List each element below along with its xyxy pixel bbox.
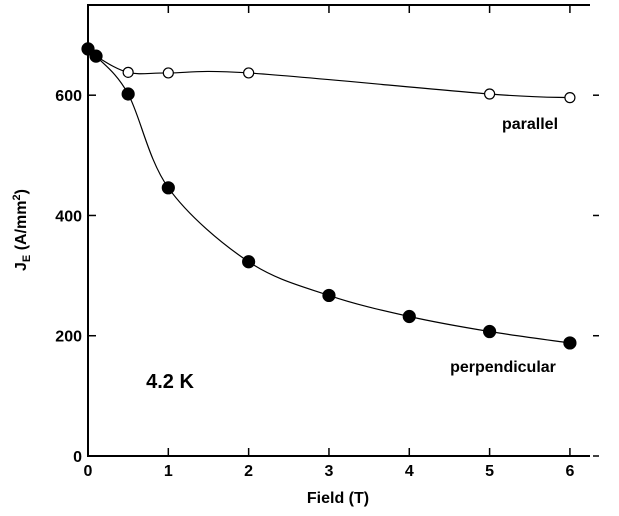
data-point: [122, 66, 134, 78]
data-point: [89, 49, 103, 63]
y-tick-label: 0: [73, 449, 82, 466]
x-tick-label: 2: [244, 463, 253, 480]
data-point: [322, 288, 336, 303]
x-tick-label: 6: [565, 463, 574, 480]
data-point: [243, 67, 255, 79]
y-label-sup: 2: [11, 194, 23, 200]
y-tick-label: 200: [55, 329, 82, 346]
data-point: [121, 87, 135, 101]
data-point: [484, 88, 496, 100]
x-tick-label: 1: [164, 463, 173, 480]
axis-frame: [87, 4, 590, 457]
annotation: parallel: [502, 116, 558, 133]
y-label-part: ): [13, 189, 30, 194]
y-tick-label: 600: [55, 88, 82, 105]
data-point: [162, 67, 174, 79]
x-tick-label: 0: [84, 463, 93, 480]
data-point: [483, 324, 497, 339]
x-tick-label: 4: [405, 463, 414, 480]
annotation: 4.2 K: [146, 371, 194, 393]
data-point: [161, 181, 175, 195]
x-axis-label: Field (T): [307, 490, 369, 507]
y-label-part: (A/mm: [13, 200, 30, 254]
data-point: [563, 336, 577, 350]
y-label-part: J: [13, 262, 30, 271]
series-line: [87, 48, 570, 99]
data-point: [564, 92, 576, 104]
data-point: [242, 255, 256, 269]
annotation: perpendicular: [450, 359, 556, 376]
x-tick-label: 3: [325, 463, 334, 480]
x-tick-label: 5: [485, 463, 494, 480]
data-point: [402, 309, 416, 324]
y-label-sub: E: [21, 255, 33, 262]
y-tick-label: 400: [55, 208, 82, 225]
y-axis-label: JE (A/mm2): [11, 189, 33, 271]
